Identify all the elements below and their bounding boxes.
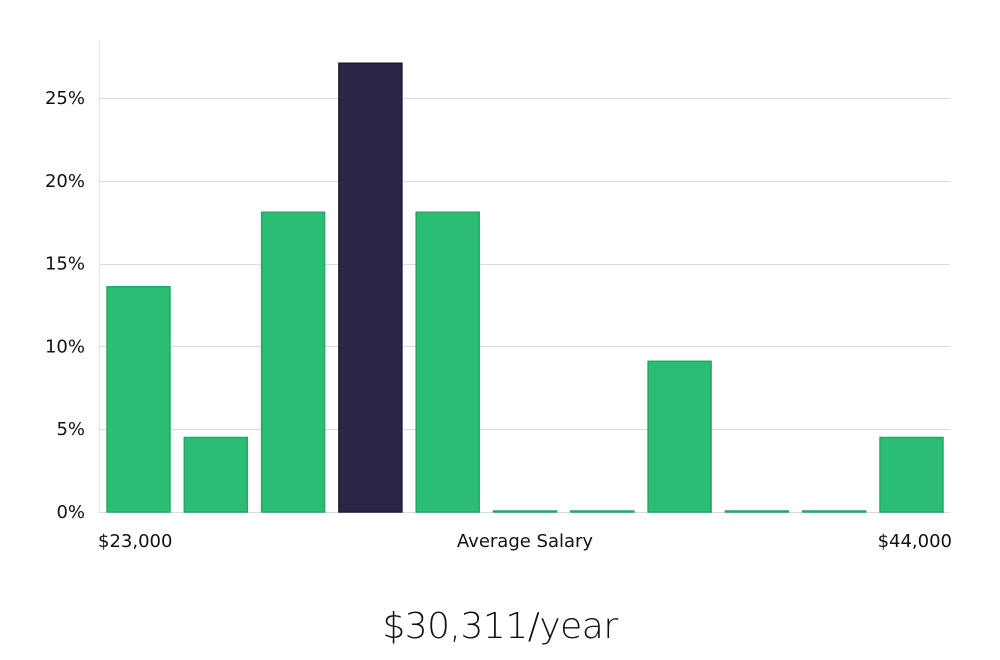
- y-tick-label: 20%: [45, 171, 85, 192]
- y-tick-label: 25%: [45, 88, 85, 109]
- bars: [106, 62, 944, 513]
- bar: [183, 436, 249, 513]
- bar-highlighted: [338, 62, 403, 513]
- x-axis-labels: $23,000 Average Salary $44,000: [98, 531, 952, 552]
- bar: [106, 286, 171, 513]
- salary-histogram: 0% 5% 10% 15% 20% 25% $23,000 Average Salary …: [45, 40, 952, 552]
- y-tick-label: 5%: [56, 419, 85, 440]
- bar: [492, 510, 558, 513]
- bar: [647, 360, 712, 513]
- x-label-min: $23,000: [98, 531, 172, 552]
- bar: [724, 510, 790, 513]
- x-label-center: Average Salary: [457, 531, 594, 552]
- bar: [260, 211, 326, 513]
- y-tick-labels: 0% 5% 10% 15% 20% 25%: [45, 88, 85, 523]
- y-tick-label: 15%: [45, 254, 85, 275]
- y-tick-label: 0%: [56, 502, 85, 523]
- bar: [570, 510, 635, 513]
- y-tick-label: 10%: [45, 336, 85, 357]
- bar: [879, 436, 944, 513]
- average-salary-value: $30,311/year: [382, 606, 618, 647]
- bar: [801, 510, 867, 513]
- x-label-max: $44,000: [878, 531, 952, 552]
- bar: [415, 211, 480, 513]
